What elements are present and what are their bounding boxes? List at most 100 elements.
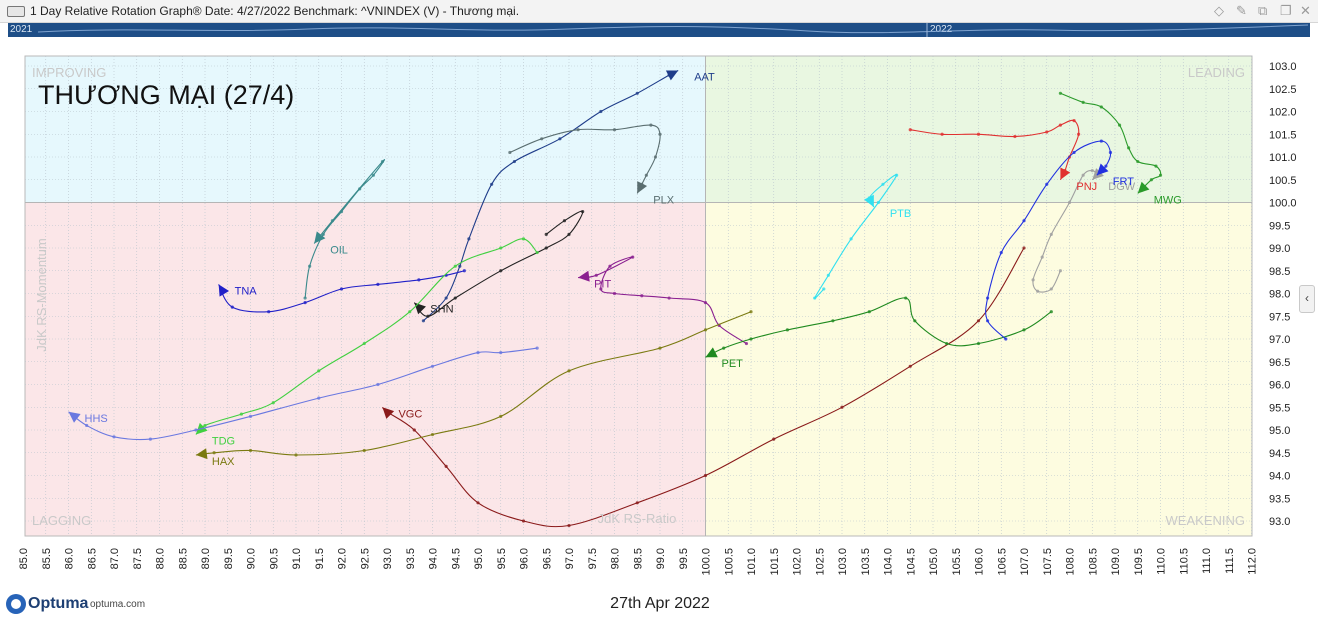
y-tick-label: 95.0 (1269, 425, 1290, 437)
x-tick-label: 106.5 (996, 548, 1008, 576)
series-label-frt: FRT (1113, 176, 1134, 188)
x-tick-label: 109.0 (1110, 548, 1122, 576)
series-point-dgw (1031, 278, 1035, 282)
series-point-hax (703, 328, 708, 332)
series-point-aat (635, 91, 639, 95)
series-point-pit (594, 273, 598, 277)
series-head-plx[interactable] (637, 181, 648, 194)
series-point-ptb (881, 182, 885, 186)
series-ptb[interactable]: PTB (813, 173, 911, 300)
series-point-pet (904, 296, 908, 300)
series-point-vgc (772, 437, 776, 441)
series-vgc[interactable]: VGC (382, 246, 1026, 528)
side-panel-toggle[interactable]: ‹ (1299, 285, 1315, 313)
y-tick-label: 94.5 (1269, 448, 1290, 460)
series-tail-plx (509, 124, 661, 194)
series-point-hhs (476, 351, 480, 355)
app-icon (7, 6, 25, 17)
x-tick-label: 99.0 (655, 548, 667, 569)
series-point-pit (608, 264, 612, 268)
x-tick-label: 90.5 (268, 548, 280, 569)
series-head-pnj[interactable] (1060, 167, 1071, 180)
maximize-icon[interactable]: ❐ (1280, 3, 1292, 18)
y-tick-label: 97.0 (1269, 334, 1290, 346)
series-label-plx: PLX (653, 194, 674, 206)
y-axis-label: JdK RS-Momentum (34, 238, 49, 351)
series-label-pit: PIT (594, 279, 611, 291)
timeline-strip[interactable]: 2021 2022 (8, 23, 1310, 37)
series-label-dgw: DGW (1108, 181, 1136, 193)
series-point-shn (567, 232, 571, 236)
series-point-shn (499, 269, 503, 273)
series-tdg[interactable]: TDG (195, 237, 539, 448)
y-tick-label: 93.5 (1269, 493, 1290, 505)
series-point-hax (430, 432, 435, 437)
series-head-oil[interactable] (314, 231, 326, 244)
x-tick-label: 99.5 (678, 548, 690, 569)
series-plx[interactable]: PLX (508, 123, 675, 207)
x-tick-label: 94.0 (428, 548, 440, 569)
series-aat[interactable]: AAT (421, 70, 715, 323)
y-tick-label: 93.0 (1269, 516, 1290, 528)
y-tick-label: 97.5 (1269, 311, 1290, 323)
series-point-mwg (1127, 146, 1131, 150)
series-point-mwg (1081, 100, 1085, 104)
series-point-tna (462, 269, 466, 273)
series-dgw[interactable]: DGW (1031, 168, 1136, 293)
series-mwg[interactable]: MWG (1058, 91, 1182, 207)
series-point-oil (321, 232, 325, 236)
x-tick-label: 98.0 (610, 548, 622, 569)
x-tick-label: 97.5 (587, 548, 599, 569)
series-tna[interactable]: TNA (218, 269, 466, 314)
series-point-pnj (1077, 132, 1081, 136)
series-point-pet (867, 310, 871, 314)
series-head-shn[interactable] (414, 302, 426, 315)
series-point-hax (212, 451, 216, 455)
series-head-aat[interactable] (665, 70, 679, 81)
x-axis-label: JdK RS-Ratio (598, 511, 677, 526)
restore-icon[interactable]: ⧉ (1258, 3, 1268, 18)
x-tick-label: 96.0 (519, 548, 531, 569)
series-point-frt (1099, 139, 1103, 143)
series-oil[interactable]: OIL (303, 159, 386, 300)
series-pet[interactable]: PET (705, 296, 1053, 370)
series-head-mwg[interactable] (1137, 181, 1150, 194)
x-tick-label: 109.5 (1133, 548, 1145, 576)
series-label-hax: HAX (212, 456, 235, 468)
diamond-icon[interactable]: ◇ (1214, 3, 1224, 18)
series-pit[interactable]: PIT (578, 255, 749, 346)
series-point-aat (444, 296, 448, 300)
series-head-hax[interactable] (195, 448, 208, 460)
series-shn[interactable]: SHN (413, 210, 585, 318)
series-head-pit[interactable] (578, 270, 590, 282)
x-tick-label: 108.0 (1065, 548, 1077, 576)
pin-icon[interactable]: ✎ (1236, 3, 1247, 18)
series-point-tdg (521, 237, 526, 241)
y-tick-label: 98.0 (1269, 289, 1290, 301)
series-head-tna[interactable] (218, 284, 230, 297)
series-hhs[interactable]: HHS (68, 346, 539, 441)
series-point-tdg (317, 369, 321, 373)
x-tick-label: 100.0 (701, 548, 713, 576)
series-frt[interactable]: FRT (985, 139, 1135, 341)
series-point-hhs (112, 435, 116, 439)
series-point-hhs (376, 382, 380, 387)
series-point-frt (1108, 150, 1113, 155)
close-icon[interactable]: ✕ (1300, 3, 1311, 18)
series-head-vgc[interactable] (382, 407, 395, 419)
y-tick-label: 95.5 (1269, 402, 1290, 414)
series-point-hax (294, 453, 298, 457)
series-pnj[interactable]: PNJ (908, 119, 1098, 193)
optuma-logo-icon (6, 594, 26, 614)
series-head-ptb[interactable] (864, 194, 874, 208)
series-label-aat: AAT (694, 72, 715, 84)
series-point-shn (453, 296, 457, 300)
series-hax[interactable]: HAX (195, 310, 753, 468)
series-head-frt[interactable] (1096, 163, 1109, 176)
series-head-hhs[interactable] (68, 411, 81, 423)
series-point-pet (722, 346, 726, 350)
series-point-ptb (826, 273, 830, 277)
series-point-hhs (317, 396, 321, 400)
series-head-pet[interactable] (705, 347, 718, 358)
series-point-ptb (876, 200, 881, 205)
